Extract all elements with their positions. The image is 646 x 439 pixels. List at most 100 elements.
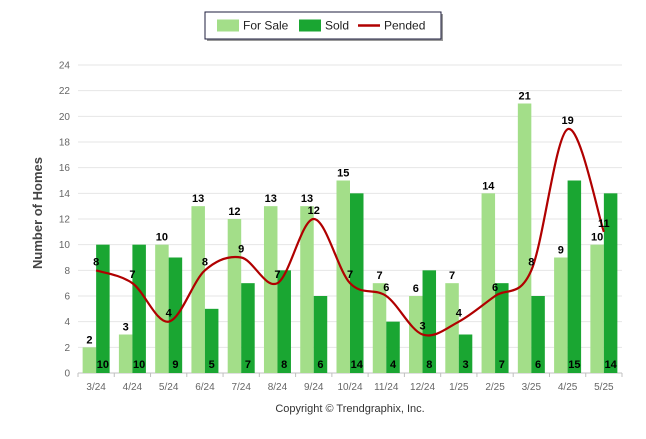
sold-value-label: 5	[209, 359, 215, 371]
pended-value-label: 8	[202, 256, 208, 268]
pended-value-label: 7	[129, 269, 135, 281]
sold-bar	[132, 244, 146, 373]
for-sale-bar	[155, 244, 169, 373]
sold-bar	[422, 270, 437, 373]
sold-bar	[495, 283, 509, 373]
pended-value-label: 8	[93, 256, 99, 268]
copyright-text: Copyright © Trendgraphix, Inc.	[275, 403, 424, 415]
y-tick-label: 0	[64, 369, 70, 380]
sold-value-label: 4	[390, 359, 397, 371]
for-sale-value-label: 13	[192, 193, 204, 205]
y-tick-label: 24	[59, 61, 71, 72]
for-sale-value-label: 14	[482, 180, 495, 192]
sold-value-label: 7	[499, 359, 505, 371]
sold-bar	[458, 334, 473, 373]
for-sale-bar	[300, 206, 314, 373]
legend-box	[204, 11, 442, 40]
sold-bar	[96, 244, 110, 373]
x-tick-label: 5/24	[159, 382, 179, 393]
sold-bar	[204, 308, 219, 373]
x-tick-label: 2/25	[485, 382, 505, 393]
y-tick-label: 12	[59, 215, 71, 226]
for-sale-bar	[191, 206, 205, 373]
sold-value-label: 15	[568, 359, 580, 371]
pended-value-label: 11	[598, 218, 610, 230]
for-sale-value-label: 2	[86, 334, 92, 346]
sold-bar	[168, 257, 183, 373]
y-tick-label: 4	[64, 317, 70, 328]
sold-value-label: 10	[133, 359, 145, 371]
for-sale-bar	[481, 193, 496, 373]
for-sale-bar	[336, 180, 350, 373]
for-sale-bar	[590, 244, 604, 373]
pended-value-label: 19	[561, 115, 573, 127]
y-tick-label: 8	[64, 266, 70, 277]
pended-value-label: 4	[166, 308, 173, 320]
pended-value-label: 8	[528, 256, 534, 268]
x-tick-label: 3/25	[522, 382, 542, 393]
sold-bar	[350, 193, 364, 373]
for-sale-value-label: 7	[376, 270, 382, 282]
for-sale-bar	[445, 283, 459, 373]
sold-bar	[386, 321, 400, 373]
y-tick-label: 10	[59, 240, 71, 251]
sold-bar	[603, 193, 618, 373]
x-tick-label: 4/24	[123, 382, 143, 393]
sold-bar	[531, 296, 545, 373]
sold-value-label: 8	[426, 359, 432, 371]
y-tick-label: 22	[59, 86, 71, 97]
legend-pended-label: Pended	[384, 19, 425, 33]
pended-value-label: 6	[492, 282, 498, 294]
y-tick-label: 6	[64, 292, 70, 303]
for-sale-value-label: 7	[449, 270, 455, 282]
pended-value-label: 7	[274, 269, 280, 281]
for-sale-value-label: 12	[228, 206, 240, 218]
for-sale-bar	[82, 347, 97, 373]
pended-value-label: 3	[419, 321, 425, 333]
sold-bar	[567, 180, 582, 373]
sold-bar	[313, 296, 328, 373]
for-sale-value-label: 21	[518, 91, 530, 103]
for-sale-value-label: 10	[591, 232, 603, 244]
x-tick-label: 9/24	[304, 382, 324, 393]
for-sale-bar	[227, 219, 242, 373]
sold-value-label: 7	[245, 359, 251, 371]
sold-value-label: 3	[462, 359, 468, 371]
y-tick-label: 16	[59, 163, 71, 174]
x-tick-label: 7/24	[231, 382, 251, 393]
legend: For Sale Sold Pended	[204, 11, 443, 41]
x-tick-label: 10/24	[337, 382, 362, 393]
for-sale-bar	[517, 103, 532, 373]
x-tick-label: 5/25	[594, 382, 614, 393]
pended-line	[95, 128, 605, 337]
y-tick-label: 14	[59, 189, 71, 200]
pended-value-label: 12	[308, 205, 320, 217]
legend-for-sale-swatch	[217, 19, 239, 32]
x-tick-label: 8/24	[268, 382, 288, 393]
pended-value-label: 9	[238, 244, 244, 256]
for-sale-value-label: 10	[156, 232, 168, 244]
for-sale-value-label: 15	[337, 168, 349, 180]
legend-for-sale-label: For Sale	[243, 19, 289, 33]
for-sale-value-label: 3	[123, 322, 129, 334]
legend-sold-label: Sold	[325, 19, 349, 33]
y-tick-label: 20	[59, 112, 71, 123]
for-sale-value-label: 9	[558, 245, 564, 257]
for-sale-bar	[554, 257, 568, 373]
for-sale-value-label: 6	[413, 283, 419, 295]
y-axis-title: Number of Homes	[30, 157, 45, 269]
pended-value-label: 7	[347, 269, 353, 281]
legend-sold-swatch	[299, 19, 321, 32]
sold-bar	[277, 270, 291, 373]
x-tick-label: 3/24	[86, 382, 106, 393]
x-tick-label: 1/25	[449, 382, 469, 393]
for-sale-bar	[263, 206, 278, 373]
for-sale-value-label: 13	[265, 193, 277, 205]
x-tick-label: 6/24	[195, 382, 215, 393]
sold-value-label: 14	[604, 359, 617, 371]
sold-value-label: 9	[172, 359, 178, 371]
y-tick-label: 18	[59, 138, 71, 149]
sold-bar	[241, 283, 255, 373]
